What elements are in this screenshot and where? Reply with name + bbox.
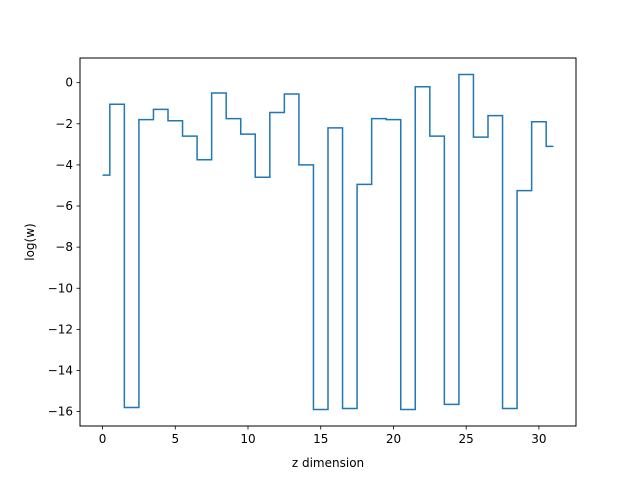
y-tick-label: −8 — [55, 240, 73, 254]
x-axis-label: z dimension — [292, 456, 364, 470]
y-tick-label: −12 — [48, 322, 73, 336]
series-line — [102, 73, 554, 411]
x-tick-label: 20 — [386, 432, 401, 446]
x-tick-label: 10 — [240, 432, 255, 446]
y-tick-label: −2 — [55, 117, 73, 131]
y-tick-label: −4 — [55, 158, 73, 172]
x-tick-label: 25 — [459, 432, 474, 446]
y-axis-ticks: 0 −2 −4 −6 −8 −10 −12 −14 −16 — [48, 76, 80, 419]
series-layer — [102, 73, 554, 411]
y-axis-label: log(w) — [23, 223, 37, 260]
y-tick-label: 0 — [65, 76, 73, 90]
x-tick-label: 0 — [99, 432, 107, 446]
y-tick-label: −10 — [48, 281, 73, 295]
x-tick-label: 15 — [313, 432, 328, 446]
x-tick-label: 30 — [531, 432, 546, 446]
y-tick-label: −14 — [48, 363, 73, 377]
y-tick-label: −6 — [55, 199, 73, 213]
x-axis-ticks: 0 5 10 15 20 25 30 — [99, 426, 547, 446]
x-tick-label: 5 — [171, 432, 179, 446]
y-tick-label: −16 — [48, 405, 73, 419]
plot-frame — [79, 57, 577, 427]
